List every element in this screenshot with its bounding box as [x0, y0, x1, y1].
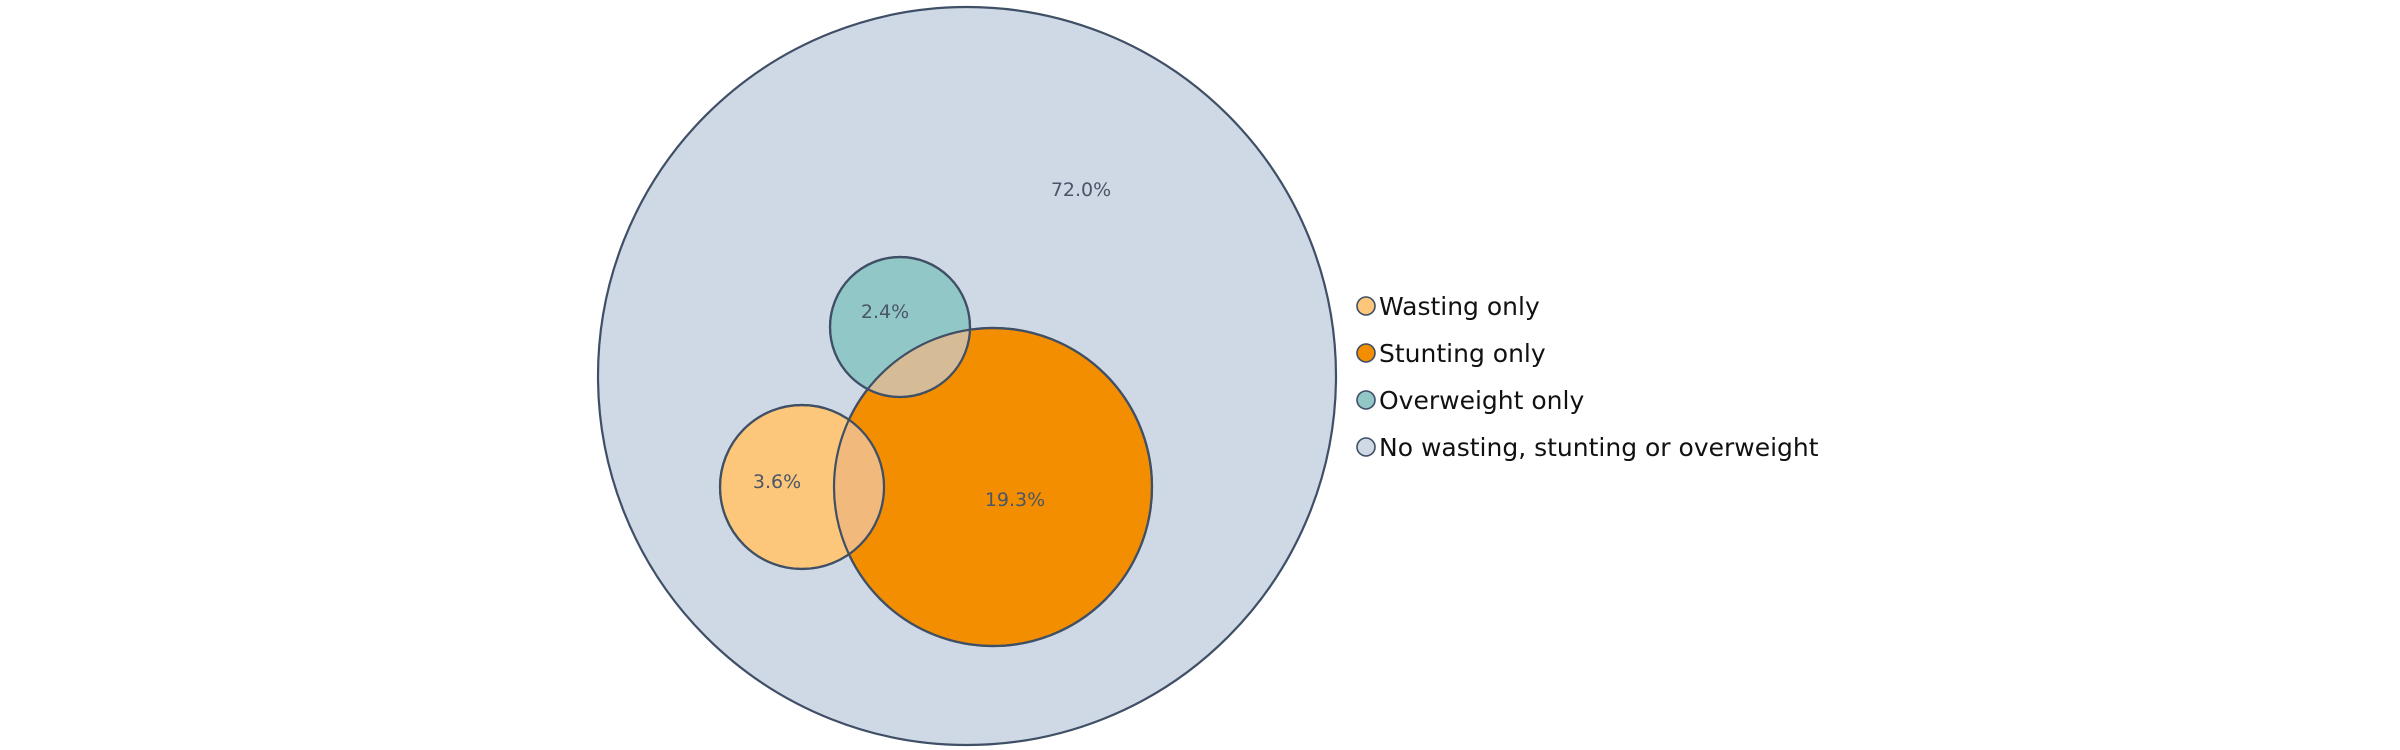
legend-item-overweight: Overweight only: [1356, 386, 1584, 415]
legend-label-stunting: Stunting only: [1379, 339, 1546, 368]
legend-label-none: No wasting, stunting or overweight: [1379, 433, 1819, 462]
value-labels: 72.0% 19.3% 3.6% 2.4%: [753, 179, 1111, 511]
legend-swatch-overweight: [1356, 390, 1376, 410]
outline-overweight: [828, 255, 972, 399]
label-stunting: 19.3%: [985, 489, 1045, 511]
label-none: 72.0%: [1051, 179, 1111, 201]
label-wasting: 3.6%: [753, 471, 801, 493]
overlap-wasting-stunting: [834, 405, 884, 569]
legend-item-none: No wasting, stunting or overweight: [1356, 433, 1819, 462]
legend-swatch-none: [1356, 437, 1376, 457]
venn-circles: [596, 5, 1338, 747]
label-overweight: 2.4%: [861, 301, 909, 323]
legend-swatch-stunting: [1356, 343, 1376, 363]
legend-item-stunting: Stunting only: [1356, 339, 1546, 368]
legend-label-wasting: Wasting only: [1379, 292, 1540, 321]
legend-swatch-wasting: [1356, 296, 1376, 316]
legend: Wasting only Stunting only Overweight on…: [1356, 292, 1819, 462]
outline-stunting: [832, 326, 1154, 648]
legend-item-wasting: Wasting only: [1356, 292, 1540, 321]
outline-wasting: [718, 403, 886, 571]
legend-label-overweight: Overweight only: [1379, 386, 1584, 415]
